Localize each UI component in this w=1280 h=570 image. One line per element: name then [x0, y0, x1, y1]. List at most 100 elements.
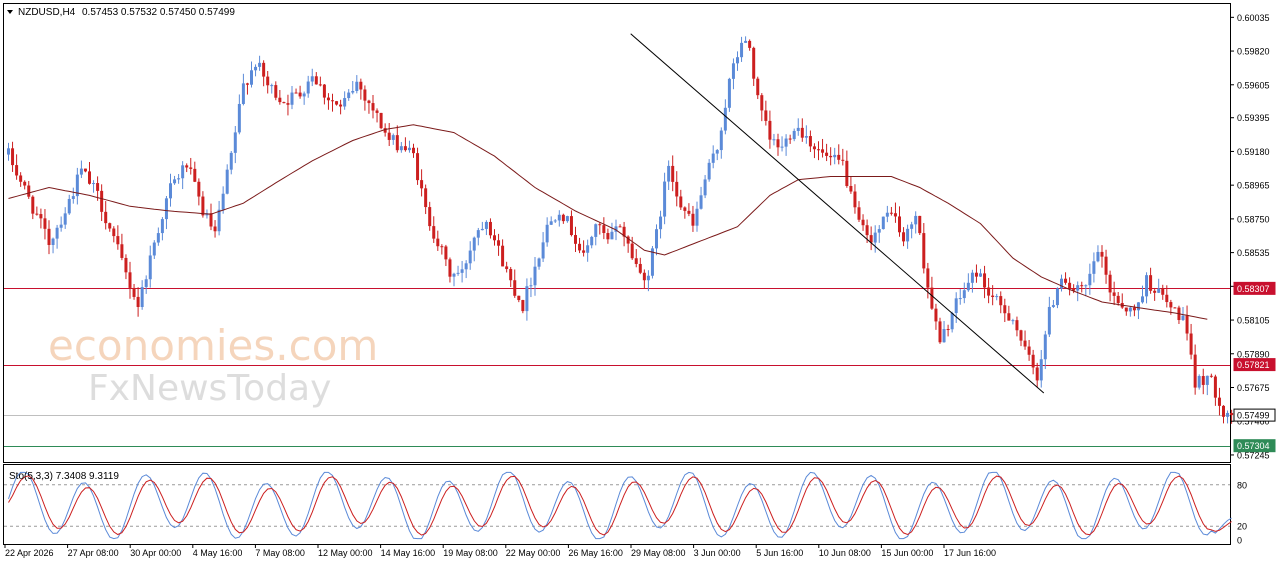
candle [1088, 263, 1092, 295]
candle-body [513, 280, 517, 296]
candle [796, 118, 800, 136]
candle-body [47, 228, 51, 245]
candle-body [565, 216, 569, 222]
candle-body [505, 266, 509, 270]
candle-body [800, 127, 804, 138]
candle [529, 277, 533, 298]
candle-body [744, 40, 748, 43]
symbol-dropdown-icon[interactable] [7, 10, 13, 14]
candle [707, 159, 711, 182]
candle [104, 201, 108, 230]
candle-body [529, 285, 533, 287]
candle [501, 239, 505, 267]
candle-body [35, 213, 39, 215]
candle [582, 240, 586, 257]
candle [521, 299, 525, 314]
candle [699, 186, 703, 210]
candle-body [136, 296, 140, 307]
candle-body [1023, 340, 1027, 347]
candle [602, 217, 606, 240]
candle-body [1165, 294, 1169, 303]
candle-body [201, 196, 205, 216]
candle-body [339, 104, 343, 107]
candle-body [156, 233, 160, 243]
level-price-box [1233, 408, 1276, 422]
candle-body [796, 127, 800, 131]
time-tick-label: 15 Jun 00:00 [881, 548, 933, 558]
candle-body [1205, 375, 1209, 385]
candle [112, 226, 116, 243]
candle-body [760, 95, 764, 111]
price-tick-label: 0.58535 [1237, 248, 1270, 258]
candle-body [1051, 305, 1055, 307]
candle-body [420, 180, 424, 189]
candle [893, 202, 897, 223]
candle-body [351, 90, 355, 93]
candle [772, 133, 776, 146]
candle [217, 200, 221, 236]
candle-body [776, 139, 780, 148]
candle [800, 118, 804, 142]
candle [286, 94, 290, 116]
candle [958, 289, 962, 305]
candle [898, 206, 901, 237]
candle [788, 134, 792, 144]
candle [460, 260, 464, 283]
candle [148, 245, 152, 288]
candle-body [772, 139, 776, 141]
candle-body [788, 138, 792, 140]
candle [128, 261, 132, 299]
ohlc-label: 0.57453 0.57532 0.57450 0.57499 [82, 7, 235, 18]
price-tick-label: 0.57245 [1237, 450, 1270, 460]
candle [339, 99, 343, 115]
candle [229, 150, 233, 175]
candle-body [630, 243, 634, 259]
candle [310, 68, 314, 87]
candle-body [723, 107, 727, 131]
candle-body [237, 103, 241, 133]
candle-body [1185, 315, 1189, 334]
candle [225, 164, 229, 195]
candle-body [1031, 354, 1035, 368]
candle-body [225, 169, 229, 194]
candle-body [885, 212, 889, 217]
candle-body [432, 226, 436, 239]
candle-body [452, 273, 456, 277]
candle-body [302, 93, 306, 97]
candle [881, 216, 885, 230]
candle-body [1060, 278, 1063, 289]
candle-body [650, 248, 654, 276]
candle [472, 236, 476, 262]
candle-body [602, 225, 606, 234]
candle-body [1230, 412, 1234, 416]
candle-body [391, 135, 395, 140]
candle-body [1136, 302, 1140, 311]
candle [59, 216, 63, 232]
candle [79, 160, 83, 179]
candle [1173, 307, 1177, 309]
candle-body [1064, 278, 1068, 283]
candle [51, 237, 55, 254]
candle-body [493, 235, 496, 241]
candle-body [731, 63, 735, 79]
price-tick-label: 0.58750 [1237, 214, 1270, 224]
candle [578, 237, 582, 254]
candle-body [606, 233, 610, 240]
candle-body [310, 76, 314, 82]
candle-body [837, 154, 841, 160]
candle [723, 99, 727, 135]
stoch-signal-line [8, 475, 1232, 536]
candle [703, 175, 707, 199]
candle [124, 254, 128, 280]
candle-body [926, 268, 930, 288]
candle [784, 134, 788, 156]
candle [812, 143, 816, 159]
candle [262, 60, 266, 87]
candle-body [954, 298, 958, 314]
candle [193, 161, 197, 183]
candle [1064, 272, 1068, 285]
candle [1213, 374, 1217, 406]
candle [938, 317, 942, 344]
